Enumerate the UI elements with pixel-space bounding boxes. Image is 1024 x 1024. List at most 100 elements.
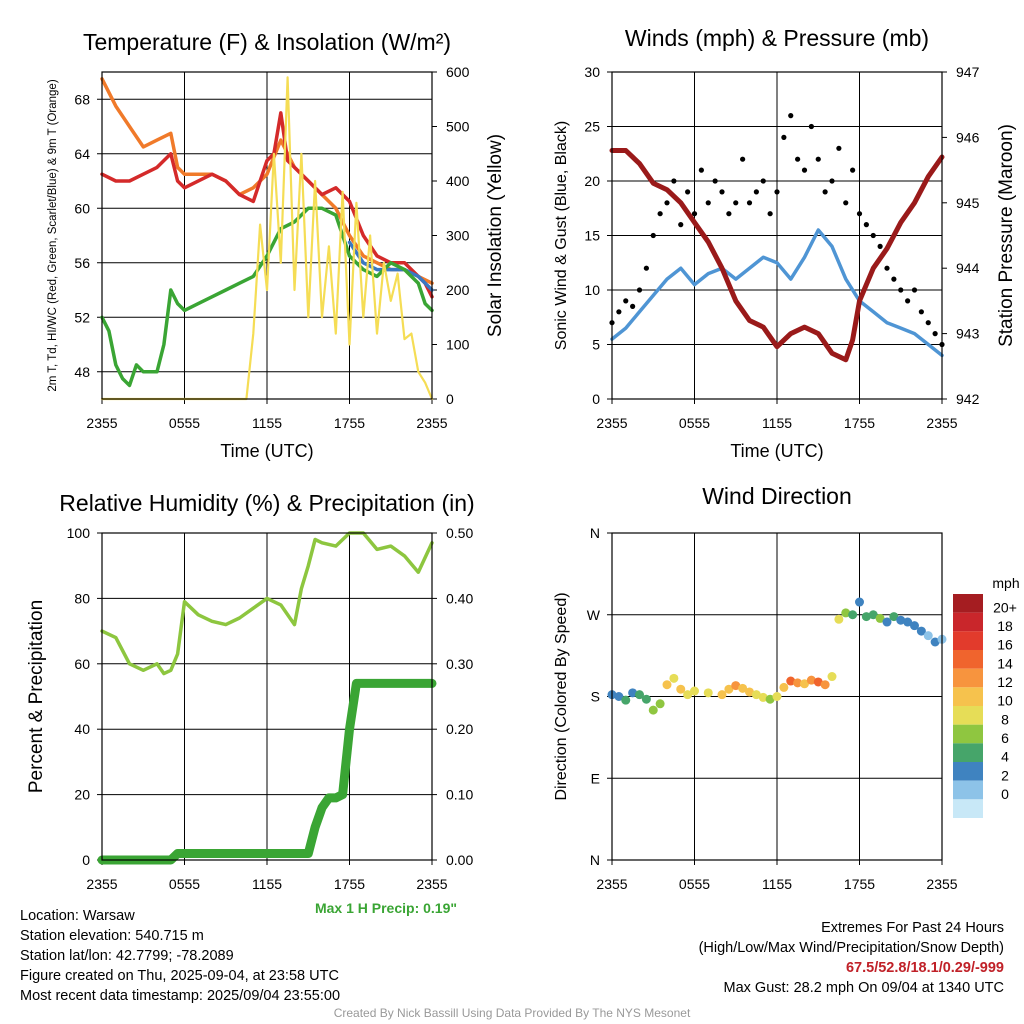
extremes-info: Extremes For Past 24 Hours (High/Low/Max… — [699, 918, 1004, 998]
x-axis-label: Time (UTC) — [730, 441, 823, 461]
x-tick-label: 2355 — [416, 876, 447, 892]
colorbar-swatch — [953, 687, 983, 706]
wind-direction-point — [930, 637, 940, 647]
wind-direction-point — [669, 673, 679, 683]
wind-direction-point — [882, 617, 892, 627]
gust-point — [850, 167, 856, 173]
gust-point — [774, 189, 780, 195]
wind-direction-point — [703, 688, 713, 698]
gust-point — [712, 178, 718, 184]
y-tick-label-right: 943 — [956, 326, 980, 342]
x-tick-label: 1755 — [844, 415, 875, 431]
gust-point — [863, 222, 869, 228]
gust-point — [801, 167, 808, 173]
wind-direction-point — [738, 683, 748, 693]
y-tick-label: 0 — [592, 391, 600, 407]
colorbar-label: 10 — [997, 693, 1013, 709]
wind-direction-point — [806, 675, 816, 685]
extremes-values: 67.5/52.8/18.1/0.29/-999 — [845, 960, 1004, 976]
y-tick-label-right: 0.00 — [446, 852, 473, 868]
x-tick-label: 2355 — [416, 415, 447, 431]
colorbar-label: 20+ — [993, 599, 1017, 615]
x-tick-label: 0555 — [169, 876, 200, 892]
wind-direction-point — [676, 684, 686, 694]
colorbar-swatch — [953, 780, 983, 800]
wind-direction-point — [655, 699, 665, 709]
y-tick-label: 80 — [74, 590, 90, 606]
x-tick-label: 2355 — [926, 876, 957, 892]
gust-point — [733, 200, 739, 206]
colorbar-label: 12 — [997, 674, 1013, 690]
wind-direction-point — [896, 615, 906, 625]
x-axis-label: Time (UTC) — [220, 441, 313, 461]
y-tick-label-right: 0 — [446, 391, 454, 407]
wind-direction-point — [779, 682, 789, 692]
gust-point — [650, 232, 656, 239]
y-tick-label-right: 0.10 — [446, 787, 473, 803]
gust-point — [753, 189, 759, 195]
wind-direction-point — [635, 690, 644, 700]
gust-point — [657, 211, 663, 217]
station-location: Location: Warsaw — [20, 908, 135, 924]
gust-point — [705, 200, 711, 206]
gust-point — [746, 200, 753, 206]
gust-point — [781, 134, 787, 140]
y-tick-label-right: 0.50 — [446, 525, 473, 541]
wind-direction-point — [621, 695, 631, 705]
recent-timestamp: Most recent data timestamp: 2025/09/04 2… — [20, 988, 341, 1004]
x-tick-label: 1755 — [844, 876, 875, 892]
gust-point — [905, 298, 911, 304]
x-tick-label: 1155 — [762, 876, 792, 892]
y-tick-label-right: 945 — [956, 195, 980, 211]
wind-direction-point — [820, 680, 830, 690]
x-tick-label: 0555 — [679, 415, 710, 431]
colorbar-label: 0 — [1001, 786, 1009, 802]
y-tick-label-right: 500 — [446, 119, 470, 135]
wind-direction-point — [751, 690, 761, 700]
x-tick-label: 1755 — [334, 876, 365, 892]
gust-point — [664, 200, 670, 206]
wind-direction-point — [834, 614, 844, 624]
wind-direction-point — [793, 678, 803, 688]
wind-direction-point — [800, 679, 809, 689]
x-tick-label: 1155 — [762, 415, 792, 431]
x-tick-label: 2355 — [596, 876, 627, 892]
wind-direction-point — [855, 597, 864, 607]
wind-direction-point — [841, 608, 851, 618]
gust-point — [829, 178, 835, 184]
x-tick-label: 1155 — [252, 415, 282, 431]
credit-line: Created By Nick Bassill Using Data Provi… — [333, 1006, 691, 1020]
wind-direction-point — [916, 626, 926, 636]
series-pressure — [609, 148, 945, 363]
colorbar-label: 2 — [1001, 767, 1009, 783]
panel-humidity: 2355 0555 1155 1755 2355 0 20 40 60 80 100 0.00 0.10… — [26, 490, 475, 892]
wind-direction-point — [772, 692, 782, 701]
y-tick-label-right: 600 — [446, 64, 470, 80]
y-tick-label-right: 946 — [956, 129, 980, 145]
colorbar-swatch — [953, 594, 983, 613]
wind-direction-point — [690, 686, 699, 696]
gust-point — [891, 276, 897, 282]
wind-direction-point — [724, 684, 734, 694]
y-tick-label-right: 944 — [956, 260, 980, 276]
max-gust: Max Gust: 28.2 mph On 09/04 at 1340 UTC — [723, 980, 1004, 996]
extremes-legend: (High/Low/Max Wind/Precipitation/Snow De… — [698, 940, 1004, 956]
gust-point — [630, 303, 636, 309]
colorbar-swatch — [953, 706, 983, 725]
wind-direction-point — [868, 610, 878, 620]
wind-direction-point — [765, 694, 775, 704]
station-latlon: Station lat/lon: 42.7799; -78.2089 — [20, 948, 234, 964]
gust-point — [932, 331, 938, 337]
y-axis-label: Percent & Precipitation — [26, 600, 47, 793]
wind-direction-point — [648, 705, 658, 715]
wind-direction-point — [614, 692, 624, 701]
y-tick-label: N — [590, 525, 600, 541]
wind-direction-point — [683, 690, 693, 700]
gust-point — [918, 309, 924, 315]
colorbar-swatch — [953, 650, 983, 669]
y-axis-label-right: Station Pressure (Maroon) — [996, 124, 1017, 347]
gust-point — [795, 156, 801, 162]
gust-point — [643, 265, 649, 271]
colorbar-swatch — [953, 724, 983, 744]
colorbar-swatch — [953, 668, 983, 688]
